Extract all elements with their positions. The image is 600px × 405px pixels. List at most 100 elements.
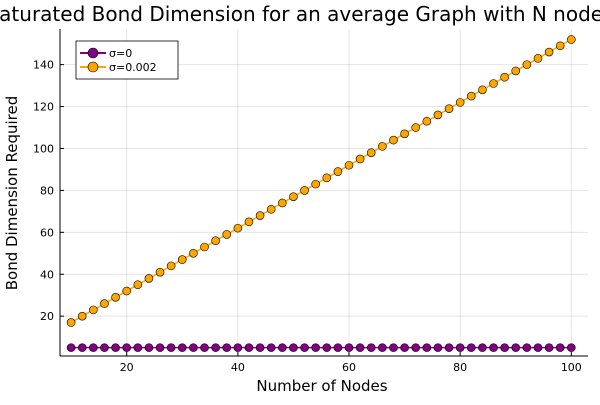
data-point — [478, 86, 486, 94]
data-point — [289, 344, 297, 352]
data-point — [567, 344, 575, 352]
data-point — [100, 344, 108, 352]
data-point — [389, 136, 397, 144]
x-tick-label: 100 — [561, 361, 582, 374]
y-axis-label: Bond Dimension Required — [3, 96, 21, 291]
data-point — [512, 67, 520, 75]
data-point — [556, 344, 564, 352]
data-point — [501, 344, 509, 352]
y-tick-label: 140 — [33, 59, 54, 72]
chart-title: Saturated Bond Dimension for an average … — [0, 2, 600, 26]
data-point — [123, 287, 131, 295]
data-point — [78, 312, 86, 320]
data-point — [445, 344, 453, 352]
data-point — [234, 344, 242, 352]
data-point — [156, 268, 164, 276]
data-point — [456, 98, 464, 106]
data-point — [534, 54, 542, 62]
data-point — [389, 344, 397, 352]
x-tick-label: 80 — [453, 361, 467, 374]
data-point — [145, 274, 153, 282]
legend-label-sigma-0002: σ=0.002 — [109, 61, 157, 74]
data-point — [112, 344, 120, 352]
data-point — [323, 344, 331, 352]
data-point — [523, 61, 531, 69]
data-point — [556, 42, 564, 50]
data-point — [167, 344, 175, 352]
series — [67, 35, 575, 351]
data-point — [567, 35, 575, 43]
data-point — [112, 293, 120, 301]
legend: σ=0 σ=0.002 — [76, 41, 178, 79]
data-point — [367, 344, 375, 352]
data-point — [345, 161, 353, 169]
data-point — [534, 344, 542, 352]
data-point — [289, 193, 297, 201]
data-point — [223, 344, 231, 352]
data-point — [178, 344, 186, 352]
y-tick-label: 20 — [40, 310, 54, 323]
data-point — [156, 344, 164, 352]
data-point — [356, 344, 364, 352]
data-point — [267, 205, 275, 213]
data-point — [145, 344, 153, 352]
data-point — [167, 262, 175, 270]
data-point — [378, 344, 386, 352]
data-point — [123, 344, 131, 352]
legend-label-sigma-0: σ=0 — [109, 47, 132, 60]
data-point — [545, 344, 553, 352]
x-ticks: 20 40 60 80 100 — [120, 352, 582, 374]
data-point — [100, 300, 108, 308]
y-tick-label: 80 — [40, 184, 54, 197]
data-point — [267, 344, 275, 352]
x-axis-label: Number of Nodes — [256, 377, 387, 395]
data-point — [278, 344, 286, 352]
data-point — [323, 174, 331, 182]
data-point — [423, 117, 431, 125]
data-point — [212, 237, 220, 245]
data-point — [456, 344, 464, 352]
data-point — [478, 344, 486, 352]
data-point — [434, 344, 442, 352]
data-point — [367, 149, 375, 157]
data-point — [345, 344, 353, 352]
data-point — [234, 224, 242, 232]
data-point — [334, 344, 342, 352]
data-point — [490, 344, 498, 352]
data-point — [412, 344, 420, 352]
data-point — [467, 92, 475, 100]
data-point — [278, 199, 286, 207]
data-point — [490, 80, 498, 88]
data-point — [312, 180, 320, 188]
data-point — [401, 130, 409, 138]
data-point — [312, 344, 320, 352]
x-tick-label: 60 — [342, 361, 356, 374]
data-point — [134, 281, 142, 289]
data-point — [434, 111, 442, 119]
y-tick-label: 40 — [40, 268, 54, 281]
data-point — [545, 48, 553, 56]
data-point — [89, 306, 97, 314]
data-point — [223, 230, 231, 238]
data-point — [301, 186, 309, 194]
data-point — [78, 344, 86, 352]
data-point — [67, 344, 75, 352]
data-point — [256, 212, 264, 220]
series-0 — [67, 344, 575, 352]
data-point — [512, 344, 520, 352]
data-point — [67, 318, 75, 326]
y-tick-label: 100 — [33, 142, 54, 155]
y-tick-label: 120 — [33, 101, 54, 114]
data-point — [256, 344, 264, 352]
data-point — [501, 73, 509, 81]
data-point — [189, 249, 197, 257]
data-point — [412, 124, 420, 132]
x-tick-label: 20 — [120, 361, 134, 374]
legend-marker-sigma-0002 — [88, 62, 98, 72]
data-point — [245, 218, 253, 226]
data-point — [401, 344, 409, 352]
data-point — [201, 344, 209, 352]
data-point — [467, 344, 475, 352]
